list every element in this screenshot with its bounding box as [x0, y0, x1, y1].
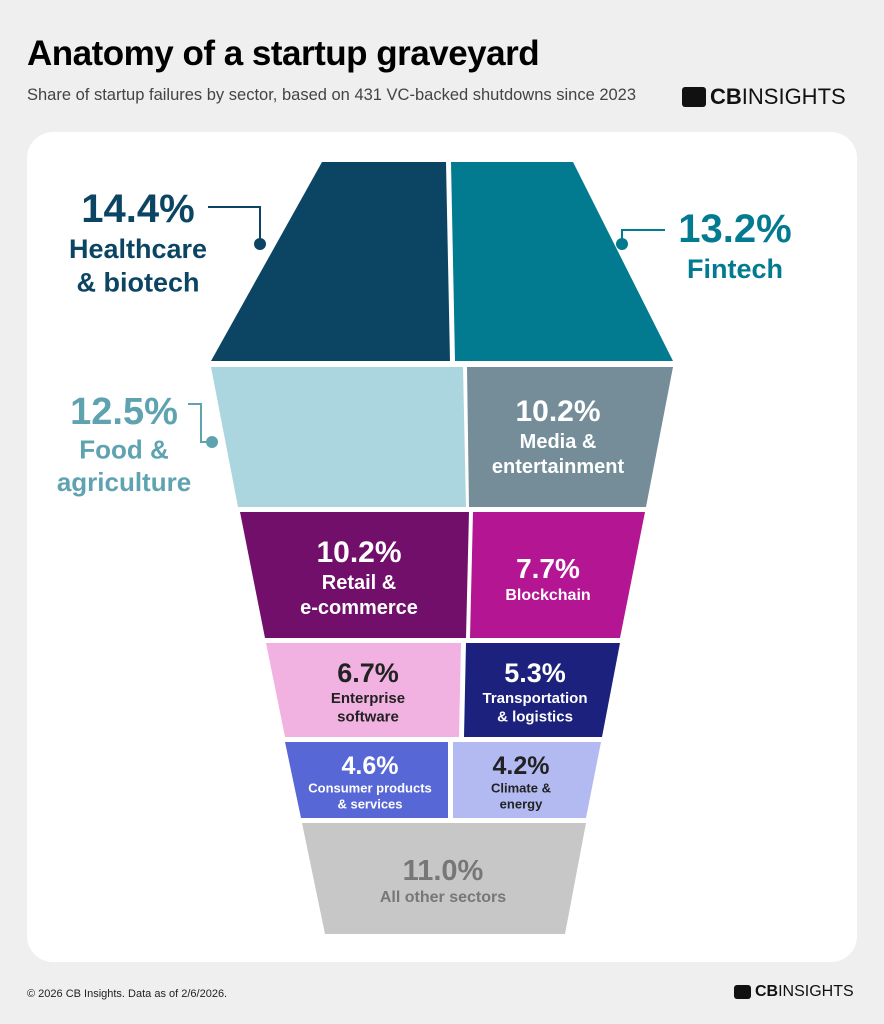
segment-blockchain: [470, 512, 645, 638]
segment-food-agriculture: [211, 367, 466, 507]
logo-light: INSIGHTS: [778, 983, 854, 1000]
value-label: 6.7%: [337, 658, 399, 688]
segment-retail-e-commerce: [240, 512, 469, 638]
sector-label: Consumer products: [308, 780, 432, 795]
sector-label: Media &: [520, 431, 597, 453]
sector-label: & biotech: [76, 268, 199, 298]
sector-label: Retail &: [322, 572, 396, 594]
value-label: 11.0%: [403, 855, 484, 887]
sector-label: All other sectors: [380, 889, 506, 906]
segment-healthcare-biotech: [211, 162, 450, 361]
segment-transportation-logistics: [464, 643, 620, 737]
value-label: 10.2%: [316, 536, 401, 569]
cb-logo-mark-icon: [682, 87, 706, 107]
value-label: 10.2%: [515, 395, 600, 428]
value-label: 4.2%: [493, 752, 550, 780]
segment-media-entertainment: [467, 367, 673, 507]
segment-climate-energy: [453, 742, 601, 818]
segment-consumer-products-services: [285, 742, 448, 818]
leader-line: [188, 403, 212, 443]
logo-bold: CB: [710, 84, 742, 109]
sector-label: & logistics: [497, 709, 573, 726]
sector-label: Transportation: [482, 690, 587, 707]
leader-dot: [206, 436, 218, 448]
cb-insights-logo: CB INSIGHTS: [682, 84, 846, 110]
logo-bold: CB: [755, 983, 779, 1000]
value-label: 5.3%: [504, 658, 566, 688]
sector-label: Climate &: [491, 780, 551, 795]
leader-dot: [616, 238, 628, 250]
segment-all-other-sectors: [302, 823, 586, 934]
sector-label: e-commerce: [300, 597, 418, 619]
sector-label: energy: [500, 797, 543, 812]
value-label: 7.7%: [516, 553, 580, 584]
sector-label: & services: [337, 797, 402, 812]
cb-logo-mark-icon: [734, 985, 751, 999]
sector-label: software: [337, 709, 399, 726]
page-title: Anatomy of a startup graveyard: [27, 34, 540, 73]
leader-line: [208, 206, 261, 244]
sector-label: Healthcare: [69, 234, 207, 264]
sector-label: entertainment: [492, 456, 625, 478]
value-label: 13.2%: [678, 207, 791, 251]
sector-label: Enterprise: [331, 690, 405, 707]
sector-label: agriculture: [57, 467, 191, 497]
leader-dot: [254, 238, 266, 250]
value-label: 12.5%: [70, 391, 178, 433]
footer-copyright: © 2026 CB Insights. Data as of 2/6/2026.: [27, 988, 228, 1000]
segment-enterprise-software: [266, 643, 461, 737]
value-label: 14.4%: [81, 187, 194, 231]
leader-line: [621, 229, 665, 244]
value-label: 4.6%: [342, 752, 399, 780]
cb-insights-footer-logo: CB INSIGHTS: [734, 983, 854, 1001]
sector-label: Blockchain: [505, 587, 590, 604]
page-subtitle: Share of startup failures by sector, bas…: [27, 86, 637, 104]
segment-fintech: [451, 162, 673, 361]
logo-light: INSIGHTS: [741, 84, 846, 109]
sector-label: Fintech: [687, 254, 783, 284]
sector-label: Food &: [79, 435, 169, 465]
